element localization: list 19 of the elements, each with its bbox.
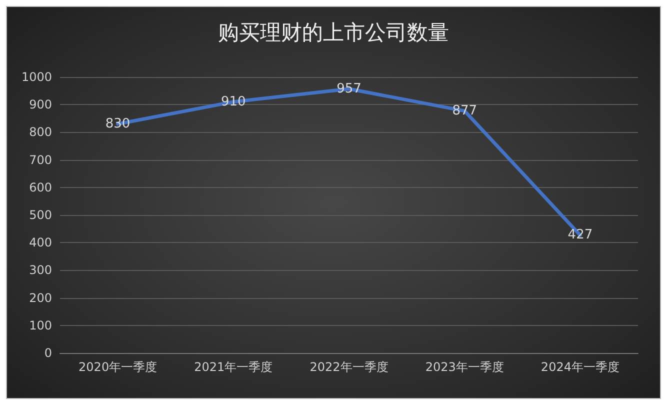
y-tick-label: 700 [29, 152, 52, 167]
y-tick-label: 500 [29, 208, 52, 222]
data-label: 427 [568, 228, 593, 243]
y-tick-label: 200 [29, 290, 52, 305]
x-tick-label: 2022年一季度 [310, 360, 388, 374]
y-tick-label: 300 [29, 263, 52, 278]
x-tick-label: 2024年一季度 [540, 360, 620, 374]
y-tick-label: 900 [29, 98, 52, 112]
x-tick-label: 2023年一季度 [425, 360, 504, 374]
chart-title: 购买理财的上市公司数量 [218, 20, 449, 44]
y-tick-label: 600 [29, 180, 52, 194]
x-tick-label: 2021年一季度 [194, 360, 273, 374]
y-tick-label: 0 [44, 346, 52, 360]
y-tick-label: 800 [29, 125, 52, 140]
x-tick-label: 2020年一季度 [78, 360, 158, 374]
y-tick-label: 100 [29, 318, 52, 332]
y-tick-label: 1000 [21, 70, 52, 84]
data-label: 830 [105, 116, 130, 132]
y-tick-label: 400 [29, 236, 52, 250]
